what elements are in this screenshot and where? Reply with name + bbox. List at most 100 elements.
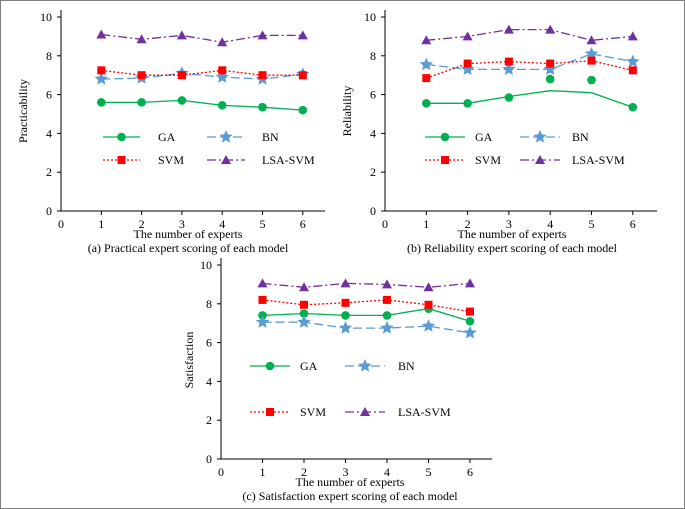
chart-b-x-tick-label: 2 [465,217,471,231]
chart-c-series-lsa-svm-point [299,282,309,292]
chart-c-series-svm-point [258,295,267,304]
chart-a-series-lsa-svm-point [217,37,228,47]
chart-a-series-ga-point [137,98,146,107]
chart-a-series-svm-point [137,71,146,80]
chart-a-series-lsa-svm-line [101,33,303,43]
chart-b-x-label: The number of experts [458,227,567,241]
chart-c-y-tick-label: 2 [206,413,212,427]
chart-c-series-lsa-svm-point [382,279,392,289]
chart-a-legend-label-ga: GA [158,130,176,144]
chart-b-y-tick-label: 4 [370,126,376,140]
chart-c-series-svm-point [424,300,433,309]
chart-b-series-bn-point [584,46,599,60]
chart-a-series-svm-point [298,71,307,80]
chart-b-legend-marker-svm [441,156,449,164]
chart-b-series-bn-point [419,57,433,71]
chart-b-series-lsa-svm-point [586,35,597,45]
chart-a-series-svm-point [177,71,186,80]
chart-a-y-tick-label: 8 [46,49,52,63]
chart-b-series-bn-line [426,53,633,71]
chart-c-x-tick-label: 1 [260,465,266,479]
chart-a-series-bn-line [101,72,303,80]
chart-c-x-tick-label: 6 [467,465,473,479]
chart-a-series-svm-point [258,71,267,80]
chart-c-series-lsa-svm-point [423,282,434,292]
chart-a-legend-marker-svm [117,156,126,164]
chart-c-y-tick-label: 8 [206,297,212,311]
chart-a-series-svm-point [218,66,227,75]
chart-c-series-svm-point [466,307,474,316]
chart-b-legend-marker-lsa-svm [535,155,545,164]
chart-c-series-bn-point [338,321,353,334]
chart-b-series-svm-point [628,66,637,75]
chart-c-series-bn-line [262,321,471,334]
chart-b-series-ga-line [426,90,634,108]
chart-a-legend-label-svm: SVM [158,153,184,167]
chart-a-series-svm-point [97,66,106,75]
chart-b-series-lsa-svm-point [421,35,432,45]
chart-c-series-bn-point [421,319,436,332]
chart-a-x-tick-label: 1 [98,217,104,231]
chart-a-y-tick-label: 4 [46,126,52,140]
chart-c-series-bn-point [297,315,311,328]
chart-b-y-tick-label: 0 [370,204,376,218]
chart-c-series-svm-line [262,299,471,313]
chart-a-series-ga-line [101,99,303,111]
chart-b-series-bn-point [543,62,557,76]
chart-b-y-tick-label: 8 [370,49,376,63]
chart-b-legend-marker-bn [533,130,547,143]
chart-a-y-tick-label: 10 [40,10,52,24]
chart-a-x-tick-label: 2 [139,217,145,231]
chart-b-series-svm-point [422,74,431,83]
chart-a-x-tick-label: 6 [300,217,306,231]
chart-a-series-ga-point [217,100,227,110]
chart-c-series-lsa-svm-point [257,278,268,288]
chart-a-legend-marker-ga [117,132,126,142]
chart-c-legend-label-svm: SVM [300,405,326,419]
chart-b-series-svm-line [426,60,633,79]
chart-a-legend-label-bn: BN [262,130,279,144]
chart-a-series-lsa-svm-point [297,30,308,40]
chart-c-series-ga-point [382,311,392,320]
chart-a-x-label: The number of experts [134,227,243,241]
chart-a-series-ga-point [258,102,267,112]
chart-c-y-tick-label: 4 [206,374,212,388]
chart-b-series-ga-point [504,93,514,102]
chart-c-x-tick-label: 5 [426,465,432,479]
chart-b-series-lsa-svm-point [545,24,556,34]
chart-a-y-tick-label: 0 [46,204,52,218]
chart-a-legend-marker-bn [219,130,233,143]
chart-c-series-lsa-svm-line [262,282,471,288]
chart-b-legend-label-ga: GA [475,130,493,144]
chart-b-series-lsa-svm-line [426,28,633,41]
chart-b-legend-label-svm: SVM [475,153,501,167]
chart-a-y-tick-label: 2 [46,165,52,179]
chart-b-series-ga-point [587,75,596,85]
chart-a-series-ga-point [298,105,308,115]
chart-b-x-tick-label: 1 [423,217,429,231]
chart-b-title: (b) Reliability expert scoring of each m… [407,241,618,255]
chart-c-series-lsa-svm-point [465,278,475,288]
chart-c-series-bn-point [463,325,477,339]
chart-b-series-bn-point [460,62,475,76]
chart-c-series-svm-point [341,298,350,307]
chart-c-series-bn-point [255,315,270,328]
chart-b-series-svm-point [587,56,596,65]
chart-b-series-ga-point [628,102,638,112]
chart-c-legend-marker-svm [266,408,274,416]
chart-c-legend-label-ga: GA [300,359,318,373]
chart-c-legend-marker-ga [265,361,275,371]
chart-a-x-tick-label: 4 [219,217,225,231]
chart-b-legend-marker-ga [440,132,450,142]
chart-b-legend-label-lsa-svm: LSA-SVM [572,153,625,167]
chart-c-legend-marker-lsa-svm [360,407,370,416]
chart-c-legend-label-lsa-svm: LSA-SVM [398,405,451,419]
chart-b-y-tick-label: 6 [370,88,376,102]
chart-c-series-ga-point [465,316,475,326]
chart-b-series-ga-point [545,74,555,84]
chart-b-x-tick-label: 0 [382,217,388,231]
chart-a-series-lsa-svm-point [176,30,187,40]
chart-c-x-tick-label: 2 [301,465,307,479]
